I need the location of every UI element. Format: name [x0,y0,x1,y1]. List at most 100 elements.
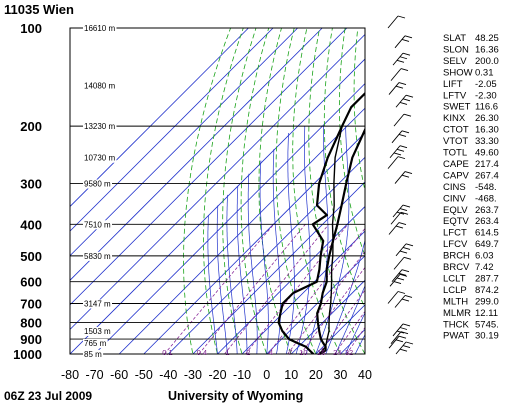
moist-adiabat-line [344,311,365,354]
wind-barb-flag [400,68,409,72]
temperature-tick-label: -70 [86,368,104,382]
wind-barb-flag [403,256,412,260]
isotherm-line [192,181,365,354]
index-name: KINX [443,113,466,124]
wind-barb-staff [394,295,406,308]
wind-barb [395,243,414,257]
temperature-tick-label: -60 [110,368,128,382]
wind-barb-staff [391,269,403,282]
wind-barb-flag [395,85,404,89]
wind-barb-flag [398,133,407,137]
moist-adiabat-line [335,284,365,354]
wind-barb-staff [395,341,407,355]
mixing-ratio-labels: 0.1 0.4 1 2 4 7 10 16 24 32 [162,348,353,357]
wind-barb-flag [399,56,408,60]
wind-barb-flag [399,101,408,105]
index-value: 16.30 [475,125,499,136]
wind-barb-flag [396,59,405,63]
index-value: 263.7 [475,205,499,216]
temperature-tick-label: -50 [135,368,153,382]
wind-barb-flag [401,269,410,273]
index-name: VTOT [443,136,468,147]
dewpoint-profile-line [277,91,365,354]
pressure-tick-label: 300 [20,177,42,192]
index-name: CAPV [443,170,470,181]
pressure-tick-label: 100 [20,21,42,36]
wind-barb-flag [402,247,411,250]
index-value: 0.31 [475,67,494,78]
index-value: 16.36 [475,44,499,55]
temperature-tick-label: -30 [184,368,202,382]
temperature-tick-label: 0 [263,368,270,382]
isotherm-line [70,28,274,232]
wind-barb-staff [392,52,404,66]
mixing-ratio-label: 1 [225,348,229,357]
index-value: 7.42 [475,262,494,273]
isotherm-line [70,28,323,281]
wind-barb [392,323,411,337]
index-value: 12.11 [475,308,498,319]
wind-barb-staff [390,211,402,225]
wind-barb [395,341,414,355]
wind-barb-staff [388,335,400,349]
index-value: 287.7 [475,273,499,284]
mixing-ratio-label: 4 [269,348,273,357]
index-value: 5745. [475,319,499,330]
isotherm-line [241,230,365,354]
isotherm-line [70,58,365,354]
wind-barb-staff [393,113,405,127]
wind-barb-staff [395,243,407,257]
index-value: 299.0 [475,296,499,307]
index-name: LFCV [443,239,468,250]
index-name: SELV [443,56,467,67]
height-label-bg [83,24,117,33]
pressure-tick-label: 500 [20,249,42,264]
wind-barb-flag [404,171,413,174]
index-name: PWAT [443,331,470,342]
index-name: LFCT [443,228,467,239]
height-label: 5830 m [84,252,111,261]
wind-barb-staff [390,331,402,345]
index-name: CINS [443,182,466,193]
height-label: 13230 m [84,122,115,131]
wind-barb-flag [405,341,414,345]
wind-barb-flag [402,204,411,208]
wind-barb-flag [398,335,407,339]
dry-adiabat-line [308,28,365,354]
index-value: -2.05 [475,79,497,90]
wind-barb-staff [392,204,404,218]
index-name: THCK [443,319,470,330]
index-value: -2.30 [475,90,497,101]
height-label-bg [83,350,104,359]
wind-barb [388,335,407,349]
wind-barb-flag [404,295,413,298]
wind-barb-flag [404,35,413,39]
index-name: TOTL [443,148,467,159]
moist-adiabat-line [247,173,258,354]
mixing-ratio-label: 10 [299,348,307,357]
dry-adiabat-line [353,28,365,193]
index-name: BRCV [443,262,470,273]
wind-barb-flag [399,145,408,149]
index-name: CAPE [443,159,469,170]
wind-barb-flag [398,222,407,225]
wind-barb-staff [388,82,400,95]
wind-barb-staff [394,35,406,49]
moist-adiabat-line [295,126,311,354]
wind-barb-staff [390,68,402,81]
mixing-ratio-line [300,266,365,354]
temperature-tick-label: -10 [233,368,251,382]
moist-adiabat-line [236,185,248,354]
wind-barb-flag [396,148,405,152]
moist-adiabat-line [216,205,228,354]
dry-adiabat-line [258,28,292,354]
index-value: 267.4 [475,170,499,181]
index-value: 49.60 [475,148,499,159]
pressure-tick-label: 400 [20,217,42,232]
wind-barb-flag [399,208,408,212]
wind-barb [389,273,408,287]
height-label: 765 m [84,339,107,348]
height-label-bg [83,153,117,163]
temperature-tick-label: -40 [159,368,177,382]
